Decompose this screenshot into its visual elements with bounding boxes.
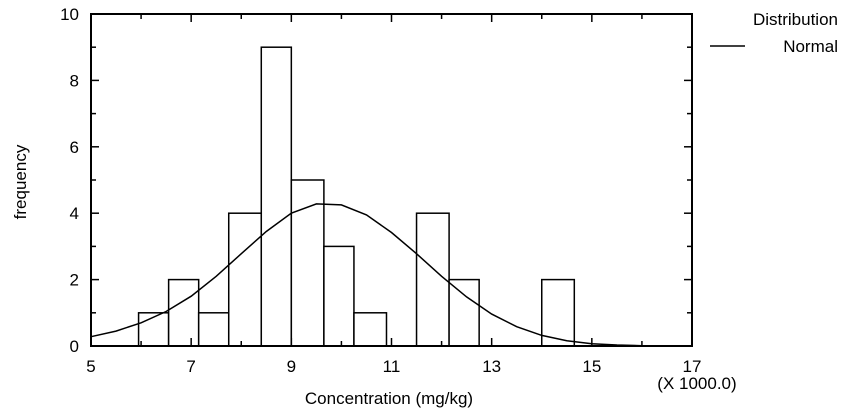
x-tick-label: 13 — [482, 357, 501, 376]
legend: Distribution Normal — [710, 10, 838, 56]
histogram-bar — [227, 212, 263, 347]
x-tick-label: 7 — [186, 357, 195, 376]
x-tick-label: 9 — [287, 357, 296, 376]
x-axis-ticks: 5 7 9 11 13 15 17 — [86, 14, 701, 376]
histogram-bar — [197, 312, 230, 347]
y-tick-label: 4 — [70, 204, 79, 223]
x-tick-label: 5 — [86, 357, 95, 376]
histogram-bar — [260, 46, 293, 347]
histogram-bar — [353, 312, 388, 347]
y-tick-label: 2 — [70, 271, 79, 290]
histogram-bar — [541, 278, 576, 347]
histogram-bar — [415, 212, 450, 347]
histogram-bar — [323, 245, 355, 347]
x-axis-multiplier-label: (X 1000.0) — [657, 374, 736, 393]
y-axis-ticks: 0 2 4 6 8 10 — [60, 5, 692, 356]
y-tick-label: 6 — [70, 138, 79, 157]
histogram-bars — [137, 46, 692, 347]
x-tick-label: 17 — [683, 357, 702, 376]
histogram-bar — [448, 278, 480, 347]
x-axis-label: Concentration (mg/kg) — [305, 389, 473, 408]
y-axis-label: frequency — [11, 144, 30, 219]
x-tick-label: 15 — [582, 357, 601, 376]
histogram-bar — [290, 179, 325, 347]
x-tick-label: 11 — [383, 357, 401, 376]
histogram-bar — [167, 278, 200, 347]
y-tick-label: 8 — [70, 71, 79, 90]
y-tick-label: 10 — [60, 5, 79, 24]
legend-title: Distribution — [753, 10, 838, 29]
legend-entry-normal: Normal — [783, 37, 838, 56]
y-tick-label: 0 — [70, 337, 79, 356]
